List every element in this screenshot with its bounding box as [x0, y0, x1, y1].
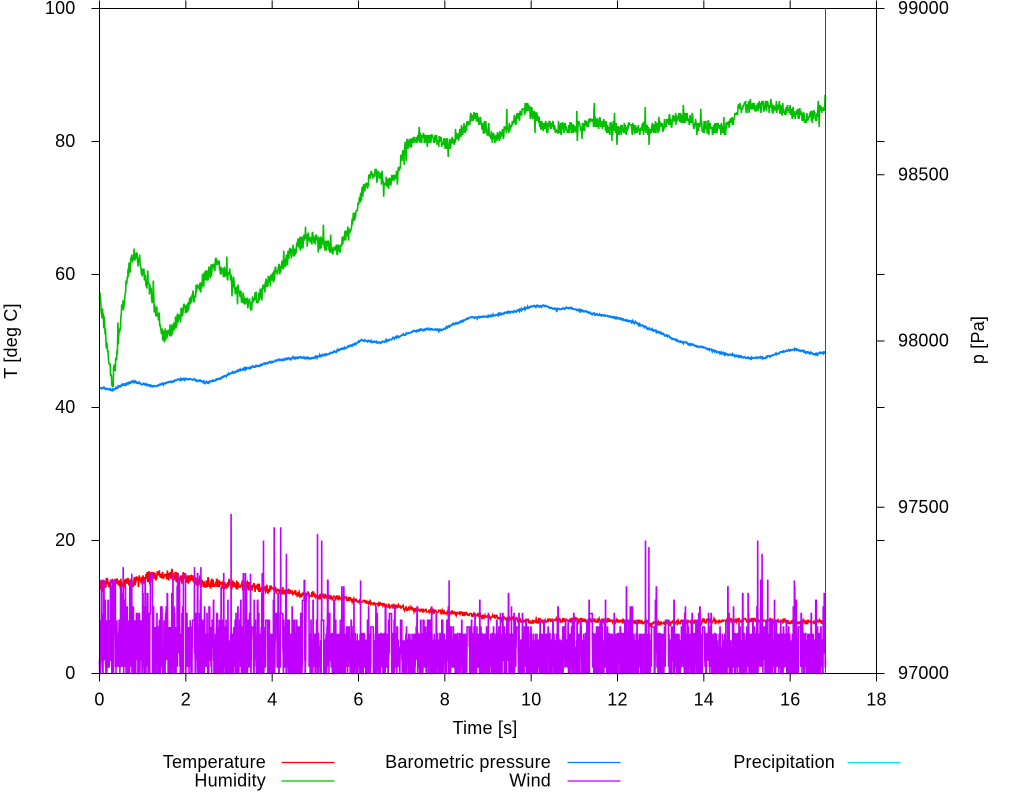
svg-text:10: 10 — [521, 690, 541, 710]
svg-text:98500: 98500 — [898, 164, 949, 184]
svg-text:40: 40 — [55, 397, 75, 417]
svg-text:20: 20 — [55, 530, 75, 550]
svg-text:97500: 97500 — [898, 497, 949, 517]
svg-text:16: 16 — [780, 690, 800, 710]
svg-text:98000: 98000 — [898, 331, 949, 351]
svg-text:2: 2 — [181, 690, 191, 710]
svg-text:Wind: Wind — [509, 771, 551, 791]
svg-text:Barometric pressure: Barometric pressure — [385, 752, 551, 772]
svg-text:4: 4 — [267, 690, 277, 710]
svg-text:Temperature: Temperature — [163, 752, 266, 772]
svg-text:14: 14 — [694, 690, 714, 710]
svg-text:Humidity: Humidity — [194, 771, 266, 791]
svg-text:8: 8 — [440, 690, 450, 710]
svg-text:80: 80 — [55, 131, 75, 151]
svg-text:97000: 97000 — [898, 663, 949, 683]
svg-text:0: 0 — [94, 690, 104, 710]
svg-text:100: 100 — [45, 0, 76, 18]
svg-text:60: 60 — [55, 264, 75, 284]
svg-text:Precipitation: Precipitation — [733, 752, 835, 772]
svg-text:18: 18 — [866, 690, 886, 710]
svg-text:99000: 99000 — [898, 0, 949, 18]
svg-text:Time [s]: Time [s] — [453, 718, 518, 738]
svg-text:p [Pa]: p [Pa] — [968, 316, 988, 364]
svg-text:6: 6 — [353, 690, 363, 710]
svg-text:0: 0 — [65, 663, 75, 683]
svg-text:T [deg C]: T [deg C] — [1, 303, 21, 379]
svg-text:12: 12 — [607, 690, 627, 710]
